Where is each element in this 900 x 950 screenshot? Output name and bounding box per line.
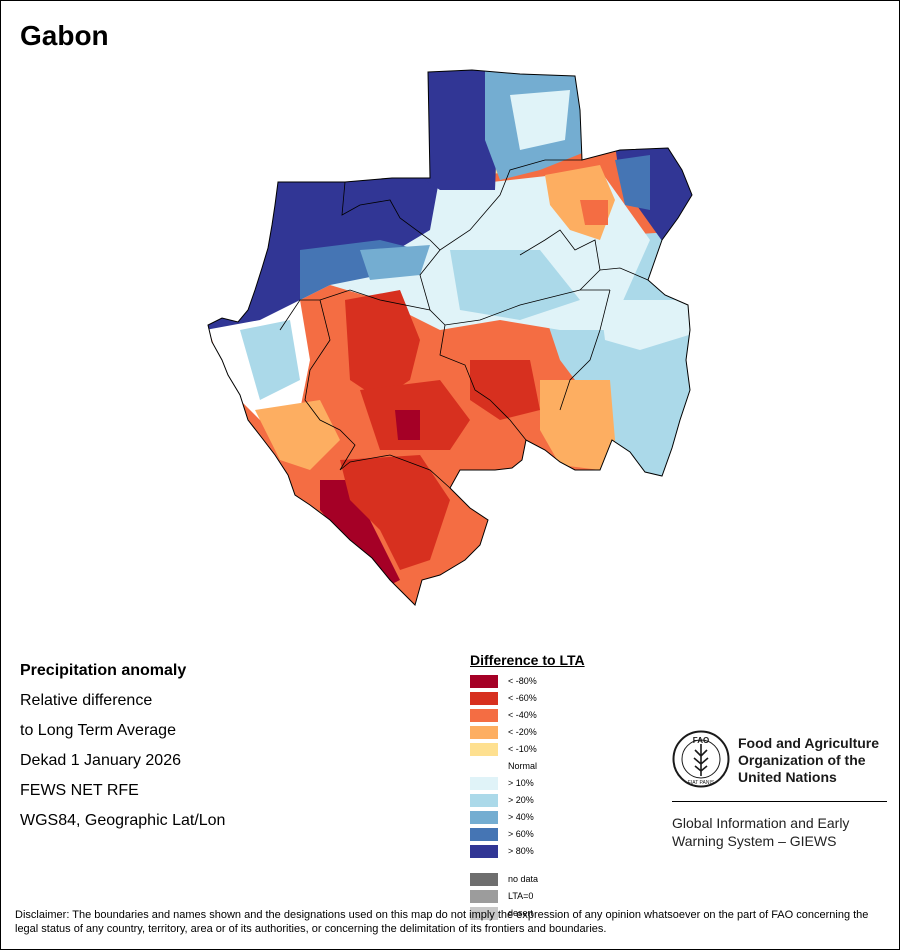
legend-item: < -80% bbox=[470, 674, 537, 688]
province-boundary-southeast bbox=[439, 324, 527, 441]
legend-swatch bbox=[470, 889, 498, 903]
fao-logo-text: FAO bbox=[693, 736, 709, 745]
anomaly-region-north-light bbox=[510, 90, 570, 150]
fao-divider bbox=[672, 801, 887, 802]
anomaly-core-central-extreme bbox=[395, 410, 420, 440]
disclaimer: Disclaimer: The boundaries and names sho… bbox=[15, 909, 869, 935]
info-heading: Precipitation anomaly bbox=[20, 662, 187, 679]
giews-line-1: Global Information and Early bbox=[672, 815, 850, 831]
fao-name-line-3: United Nations bbox=[738, 769, 837, 785]
legend-label: > 40% bbox=[508, 812, 534, 822]
giews-line-2: Warning System – GIEWS bbox=[672, 833, 837, 849]
legend-item: Normal bbox=[470, 759, 537, 773]
legend-label: > 60% bbox=[508, 829, 534, 839]
anomaly-core-central-north bbox=[345, 290, 420, 400]
legend-label: < -80% bbox=[508, 676, 537, 686]
fao-logo-ring bbox=[672, 730, 730, 788]
fao-logo-icon: FAO FIAT PANIS bbox=[672, 730, 730, 788]
legend-item: < -10% bbox=[470, 742, 537, 756]
legend-item: < -60% bbox=[470, 691, 537, 705]
legend-label: > 20% bbox=[508, 795, 534, 805]
info-metric: Relative difference bbox=[20, 692, 153, 709]
legend-swatch bbox=[470, 674, 498, 688]
legend-swatch bbox=[470, 759, 498, 773]
legend-label: < -60% bbox=[508, 693, 537, 703]
legend-label: > 10% bbox=[508, 778, 534, 788]
legend-label: > 80% bbox=[508, 846, 534, 856]
anomaly-region-northeast-mid bbox=[615, 155, 650, 210]
fao-logo-motto: FIAT PANIS bbox=[688, 780, 715, 786]
legend-swatch bbox=[470, 742, 498, 756]
precipitation-anomaly-map bbox=[207, 69, 693, 606]
legend-swatch bbox=[470, 810, 498, 824]
legend-item: no data bbox=[470, 872, 538, 886]
legend-label: Normal bbox=[508, 761, 538, 771]
info-projection: WGS84, Geographic Lat/Lon bbox=[20, 812, 226, 829]
legend-item: > 20% bbox=[470, 793, 534, 807]
legend-label: desert bbox=[508, 908, 534, 918]
legend-swatch bbox=[470, 691, 498, 705]
anomaly-core-southwest-coast bbox=[320, 480, 400, 590]
legend-title: Difference to LTA bbox=[470, 652, 585, 668]
map-info-panel: Precipitation anomaly Relative differenc… bbox=[20, 656, 225, 836]
anomaly-core-southeast bbox=[470, 360, 540, 420]
legend-item: < -40% bbox=[470, 708, 537, 722]
legend-swatch bbox=[470, 827, 498, 841]
province-boundary-north bbox=[341, 159, 582, 251]
legend-label: < -40% bbox=[508, 710, 537, 720]
giews-name: Global Information and Early Warning Sys… bbox=[672, 814, 849, 850]
legend-label: no data bbox=[508, 874, 539, 884]
legend-label: < -10% bbox=[508, 744, 537, 754]
fao-logo-inner-ring bbox=[681, 739, 721, 779]
fao-logo-wheat-icon bbox=[693, 744, 709, 776]
anomaly-region-southeast-light bbox=[540, 380, 615, 470]
legend-item: desert bbox=[470, 906, 533, 920]
legend-swatch bbox=[470, 776, 498, 790]
province-boundary-east bbox=[579, 267, 649, 291]
legend-swatch bbox=[470, 725, 498, 739]
anomaly-region-northwest-light bbox=[360, 245, 430, 280]
anomaly-region-west-blue bbox=[240, 320, 300, 400]
legend-item: > 10% bbox=[470, 776, 534, 790]
legend-item: LTA=0 bbox=[470, 889, 533, 903]
province-boundary-southwest bbox=[304, 299, 451, 489]
legend: Difference to LTA < -80% < -60% < -40% < -2… bbox=[470, 652, 640, 920]
legend-item: > 80% bbox=[470, 844, 534, 858]
legend-swatch bbox=[470, 906, 498, 920]
province-boundary-haut-ogooue bbox=[559, 289, 611, 411]
province-boundary-west bbox=[279, 289, 431, 331]
anomaly-patch-northeast-red bbox=[580, 200, 608, 225]
legend-item: < -20% bbox=[470, 725, 537, 739]
legend-swatch bbox=[470, 793, 498, 807]
legend-label: < -20% bbox=[508, 727, 537, 737]
legend-label: LTA=0 bbox=[508, 891, 534, 901]
anomaly-region-central-blue bbox=[450, 250, 580, 320]
province-boundary-northeast bbox=[519, 229, 601, 271]
fao-name-line-2: Organization of the bbox=[738, 752, 866, 768]
legend-swatch bbox=[470, 844, 498, 858]
info-period: Dekad 1 January 2026 bbox=[20, 752, 181, 769]
legend-item: > 40% bbox=[470, 810, 534, 824]
fao-name-line-1: Food and Agriculture bbox=[738, 735, 880, 751]
map-title: Gabon bbox=[20, 20, 109, 51]
anomaly-region-north-panhandle bbox=[420, 70, 500, 190]
fao-organization-name: Food and Agriculture Organization of the… bbox=[738, 735, 879, 786]
info-metric-baseline: to Long Term Average bbox=[20, 722, 176, 739]
legend-swatch bbox=[470, 872, 498, 886]
anomaly-region-south bbox=[340, 455, 450, 570]
legend-swatch bbox=[470, 708, 498, 722]
anomaly-region-southwest-light bbox=[255, 400, 340, 470]
province-boundaries bbox=[279, 159, 649, 489]
info-source: FEWS NET RFE bbox=[20, 782, 139, 799]
anomaly-region-east-light bbox=[600, 300, 692, 350]
legend-item: > 60% bbox=[470, 827, 534, 841]
province-boundary-central bbox=[419, 249, 610, 326]
